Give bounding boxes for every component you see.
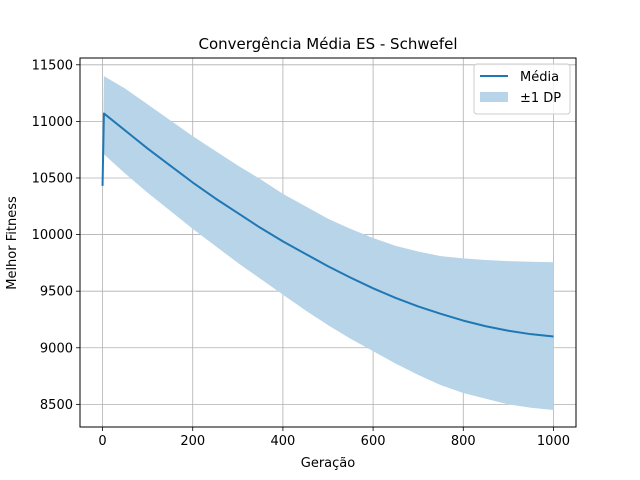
x-tick-label: 400 [270,434,295,449]
y-tick-label: 9000 [40,341,73,356]
y-tick-label: 9500 [40,285,73,300]
y-tick-label: 10500 [32,171,73,186]
legend-swatch-band [480,92,508,102]
legend: Média ±1 DP [473,63,571,115]
y-tick-label: 8500 [40,398,73,413]
mean-line-layer [101,112,554,338]
y-tick-label: 11000 [32,115,73,130]
x-axis-label: Geração [301,456,355,471]
x-tick-label: 800 [451,434,476,449]
std-band-area [102,76,554,411]
y-axis-ticks: 8500 9000 9500 10000 10500 11000 11500 [32,58,80,413]
x-tick-label: 200 [180,434,205,449]
y-tick-label: 10000 [32,228,73,243]
x-axis-ticks: 0 200 400 600 800 1000 [98,427,570,449]
plot-area-frame [79,57,577,428]
y-axis-label: Melhor Fitness [5,196,20,290]
x-tick-label: 0 [98,434,106,449]
x-tick-label: 1000 [537,434,570,449]
mean-line [101,112,554,338]
x-tick-label: 600 [361,434,386,449]
chart-title: Convergência Média ES - Schwefel [198,35,457,53]
legend-label-band: ±1 DP [520,91,561,106]
y-tick-label: 11500 [32,58,73,73]
std-band-layer [102,76,554,411]
legend-label-mean: Média [520,70,559,85]
